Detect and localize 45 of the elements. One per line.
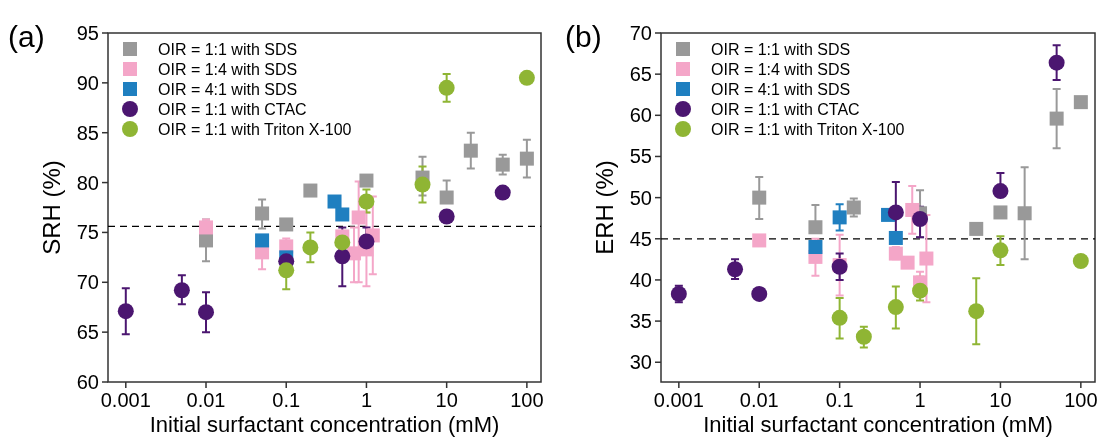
x-tick-label: 0.001 — [100, 389, 151, 411]
x-axis-title: Initial surfactant concentration (mM) — [703, 412, 1053, 437]
y-tick-label: 95 — [76, 22, 99, 44]
x-tick-label: 1 — [914, 389, 926, 411]
x-tick-label: 0.1 — [272, 389, 301, 411]
y-tick-label: 80 — [76, 171, 99, 194]
legend-label: OIR = 4:1 with SDS — [711, 80, 851, 98]
y-tick-label: 85 — [76, 121, 99, 144]
y-tick-label: 75 — [76, 221, 99, 244]
chart-title: (a) — [8, 20, 45, 53]
y-axis-title: ERH (%) — [591, 160, 618, 255]
x-tick-label: 10 — [435, 389, 458, 411]
legend-label: OIR = 4:1 with SDS — [158, 80, 298, 98]
y-tick-label: 55 — [629, 145, 652, 168]
y-tick-label: 45 — [629, 227, 652, 250]
chart-title: (b) — [565, 20, 602, 53]
legend-label: OIR = 1:4 with SDS — [158, 60, 298, 78]
legend-label: OIR = 1:1 with SDS — [711, 40, 851, 58]
y-tick-label: 70 — [629, 22, 652, 44]
legend-label: OIR = 1:1 with Triton X-100 — [158, 120, 352, 138]
y-tick-label: 65 — [629, 63, 652, 86]
x-tick-label: 0.001 — [653, 389, 704, 411]
legend-label: OIR = 1:1 with Triton X-100 — [711, 120, 905, 138]
y-tick-label: 50 — [629, 186, 652, 209]
legend-label: OIR = 1:1 with CTAC — [158, 100, 307, 118]
x-tick-label: 0.01 — [186, 389, 226, 411]
legend-label: OIR = 1:4 with SDS — [711, 60, 851, 78]
y-tick-label: 60 — [76, 371, 99, 393]
x-tick-label: 100 — [1064, 389, 1098, 411]
y-tick-label: 65 — [76, 321, 99, 344]
x-tick-label: 100 — [510, 389, 544, 411]
x-tick-label: 10 — [989, 389, 1012, 411]
legend-label: OIR = 1:1 with CTAC — [711, 100, 860, 118]
legend-label: OIR = 1:1 with SDS — [158, 40, 298, 58]
y-tick-label: 30 — [629, 351, 652, 374]
x-tick-label: 0.1 — [825, 389, 854, 411]
y-tick-label: 35 — [629, 310, 652, 333]
x-tick-label: 0.01 — [739, 389, 779, 411]
y-axis-title: SRH (%) — [38, 160, 65, 255]
y-tick-label: 60 — [629, 104, 652, 127]
x-axis-title: Initial surfactant concentration (mM) — [149, 412, 500, 437]
y-tick-label: 90 — [76, 71, 99, 94]
y-tick-label: 40 — [629, 268, 652, 291]
y-tick-label: 70 — [76, 271, 99, 294]
x-tick-label: 1 — [360, 389, 373, 411]
